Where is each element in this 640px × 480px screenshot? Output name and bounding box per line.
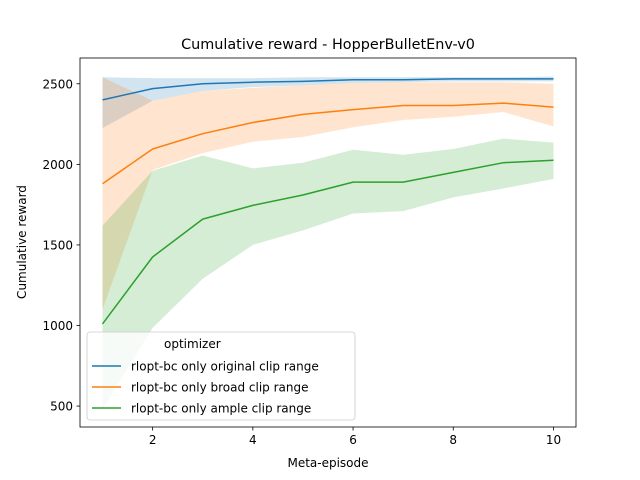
legend-title: optimizer xyxy=(164,337,221,351)
y-axis-label: Cumulative reward xyxy=(15,185,29,299)
y-tick-label: 2000 xyxy=(42,158,73,172)
x-axis-label: Meta-episode xyxy=(287,456,368,470)
x-tick-label: 4 xyxy=(249,433,257,447)
confidence-band-3 xyxy=(102,138,554,410)
series-lines xyxy=(101,78,554,325)
y-tick-label: 1000 xyxy=(42,319,73,333)
y-tick-label: 2500 xyxy=(42,77,73,91)
x-axis: 2 4 6 8 10 xyxy=(149,427,561,447)
plot-frame xyxy=(79,57,577,428)
plot-area xyxy=(101,76,554,410)
confidence-band-2 xyxy=(102,77,554,310)
confidence-bands xyxy=(102,76,554,410)
y-tick-label: 1500 xyxy=(42,238,73,252)
chart-title: Cumulative reward - HopperBulletEnv-v0 xyxy=(181,37,475,53)
y-tick-label: 500 xyxy=(50,400,73,414)
legend-items: rlopt-bc only original clip range rlopt-b… xyxy=(92,360,319,416)
legend-label-3: rlopt-bc only ample clip range xyxy=(131,402,311,416)
y-axis: 500 1000 1500 2000 2500 xyxy=(42,77,80,414)
confidence-band-1 xyxy=(102,76,554,129)
x-tick-label: 8 xyxy=(449,433,457,447)
legend-label-2: rlopt-bc only broad clip range xyxy=(131,381,309,395)
legend-label-1: rlopt-bc only original clip range xyxy=(131,360,319,374)
legend-box xyxy=(86,331,356,421)
legend: optimizer rlopt-bc only original clip ra… xyxy=(86,331,356,421)
series-line-2 xyxy=(102,102,554,185)
x-tick-label: 6 xyxy=(349,433,357,447)
series-line-1 xyxy=(102,78,554,101)
x-tick-label: 2 xyxy=(149,433,157,447)
series-line-3 xyxy=(101,159,554,325)
x-tick-label: 10 xyxy=(546,433,561,447)
